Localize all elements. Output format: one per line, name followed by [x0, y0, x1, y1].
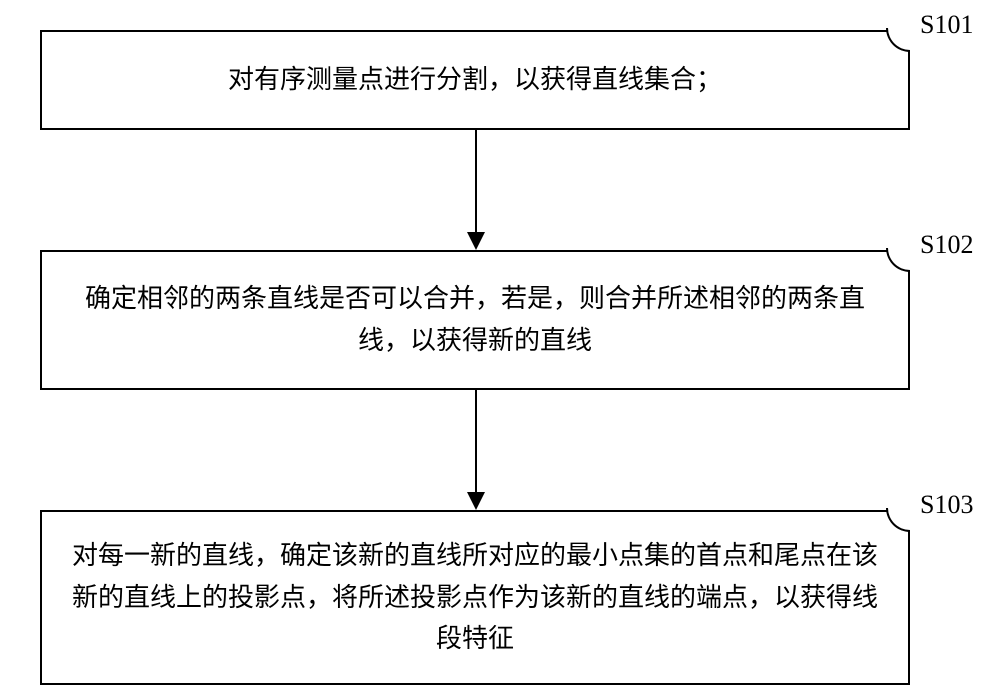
flow-node-s101: 对有序测量点进行分割，以获得直线集合； [40, 30, 910, 130]
flowchart-canvas: 对有序测量点进行分割，以获得直线集合； S101 确定相邻的两条直线是否可以合并… [0, 0, 1000, 695]
flow-edge-arrowhead [467, 232, 485, 250]
flow-node-text: 确定相邻的两条直线是否可以合并，若是，则合并所述相邻的两条直线，以获得新的直线 [72, 278, 878, 361]
flow-node-label-s103: S103 [920, 490, 973, 520]
flow-node-text: 对有序测量点进行分割，以获得直线集合； [72, 59, 878, 101]
flow-node-label-s102: S102 [920, 230, 973, 260]
flow-node-s103: 对每一新的直线，确定该新的直线所对应的最小点集的首点和尾点在该新的直线上的投影点… [40, 510, 910, 685]
flow-node-label-s101: S101 [920, 10, 973, 40]
flow-edge-arrowhead [467, 492, 485, 510]
flow-edge-line [475, 130, 477, 232]
flow-node-text: 对每一新的直线，确定该新的直线所对应的最小点集的首点和尾点在该新的直线上的投影点… [72, 535, 878, 660]
flow-edge-line [475, 390, 477, 492]
flow-node-s102: 确定相邻的两条直线是否可以合并，若是，则合并所述相邻的两条直线，以获得新的直线 [40, 250, 910, 390]
